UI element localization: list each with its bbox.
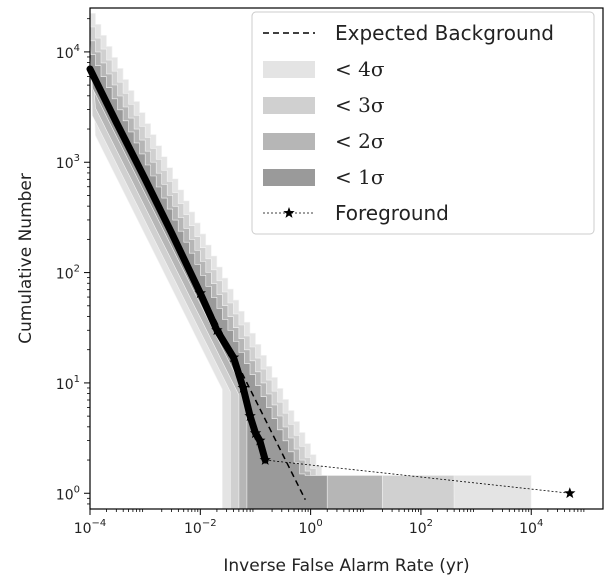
legend-label: < 1σ [335,165,385,189]
legend-swatch [263,169,315,186]
x-tick-label: 102 [409,518,433,537]
foreground-point [227,351,240,363]
foreground-points [194,287,576,499]
y-tick-label: 102 [56,264,80,283]
legend-label: Foreground [335,201,449,225]
legend-swatch [263,97,315,114]
foreground-tail-line [265,459,570,494]
y-tick-label: 104 [56,43,80,62]
axis-ticks: 10−4 10−2 100 102 104 100 101 102 103 104 [56,18,585,537]
foreground-point [237,382,249,393]
y-tick-label: 101 [56,374,80,393]
legend-label: < 2σ [335,129,385,153]
foreground-point [564,487,576,499]
legend-swatch [263,133,315,150]
legend-star-marker [283,207,295,218]
foreground-point [244,410,256,421]
foreground-point [254,434,266,446]
foreground-point [194,287,206,299]
y-tick-label: 100 [56,484,80,503]
legend-label: < 4σ [335,57,385,81]
foreground-point [249,427,262,439]
sigma-bands [89,13,532,510]
foreground-point [259,454,271,465]
x-tick-label: 100 [299,518,323,537]
legend-label: < 3σ [335,93,385,117]
plot-frame [89,7,604,510]
legend-box [251,11,595,235]
y-axis-label: Cumulative Number [16,173,36,344]
x-tick-label: 10−2 [184,518,217,537]
legend: Expected Background < 4σ < 3σ < 2σ < 1σ Foreg… [251,11,595,235]
legend-swatch [263,61,315,78]
sigma-band [89,40,383,510]
legend-label: Expected Background [335,21,554,45]
y-tick-label: 103 [56,153,80,172]
foreground-point [211,324,223,336]
x-tick-label: 104 [519,518,543,537]
x-axis-label: Inverse False Alarm Rate (yr) [223,556,469,576]
x-tick-label: 10−4 [74,518,107,537]
sigma-band [89,54,328,510]
